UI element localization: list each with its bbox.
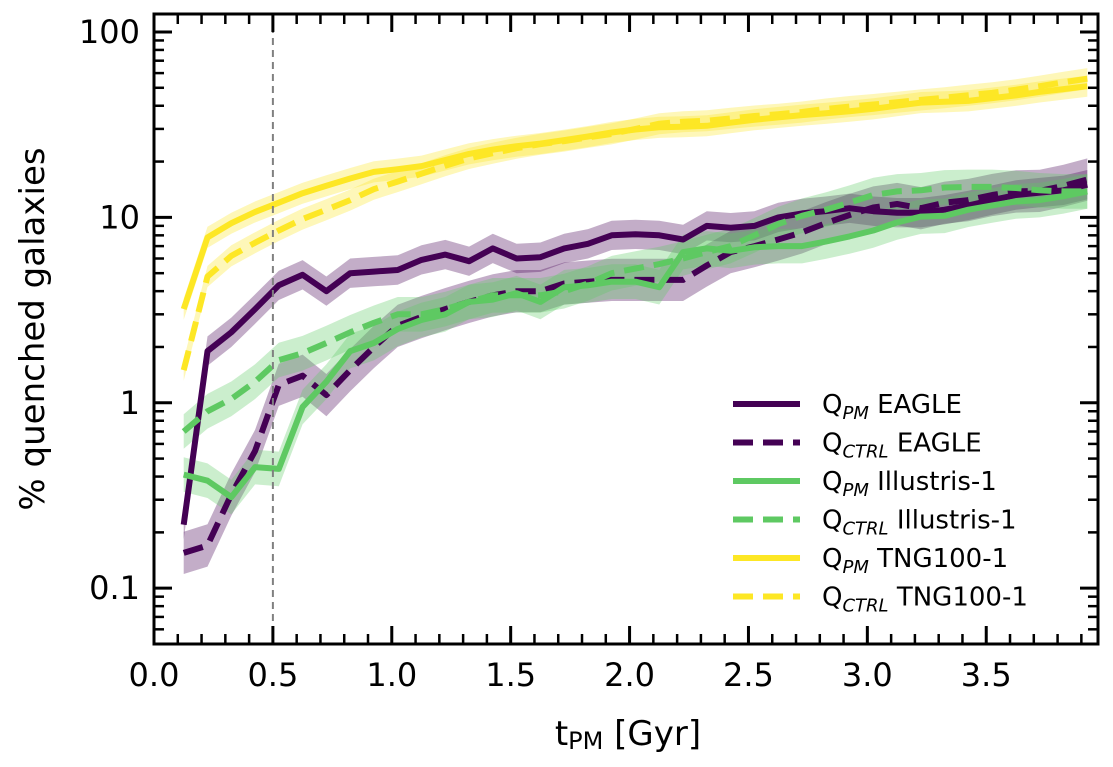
series-line-4 <box>182 188 1088 501</box>
x-tick-label: 1.0 <box>366 656 417 694</box>
y-tick-label: 1 <box>120 384 140 422</box>
legend-label-5: QCTRL TNG100-1 <box>822 583 1028 617</box>
x-tick-label: 0.5 <box>247 656 298 694</box>
legend: QPM EAGLE QCTRL EAGLE QPM Illustris-1 QCTRL… <box>733 390 1028 617</box>
legend-label-2: QPM Illustris-1 <box>822 467 997 501</box>
x-tick-label: 0.0 <box>129 656 180 694</box>
x-tick-label: 2.5 <box>723 656 774 694</box>
series-line-5 <box>181 183 1088 434</box>
series-line-2 <box>180 181 1088 526</box>
plot-frame <box>152 12 1100 646</box>
x-tick-label: 1.5 <box>485 656 536 694</box>
x-tick-label: 3.0 <box>842 656 893 694</box>
y-tick-label: 0.1 <box>89 569 140 607</box>
legend-label-4: QPM TNG100-1 <box>822 544 1008 578</box>
legend-label-3: QCTRL Illustris-1 <box>822 506 1017 540</box>
y-tick-label: 10 <box>99 198 140 236</box>
legend-label-1: QCTRL EAGLE <box>822 429 982 463</box>
legend-label-0: QPM EAGLE <box>822 390 962 424</box>
y-tick-label: 100 <box>79 13 140 51</box>
series-line-1 <box>180 75 1088 371</box>
x-tick-label: 3.5 <box>961 656 1012 694</box>
x-tick-label: 2.0 <box>604 656 655 694</box>
y-axis-label: % quenched galaxies <box>13 147 53 510</box>
x-axis-label: tPM [Gyr] <box>555 714 701 755</box>
